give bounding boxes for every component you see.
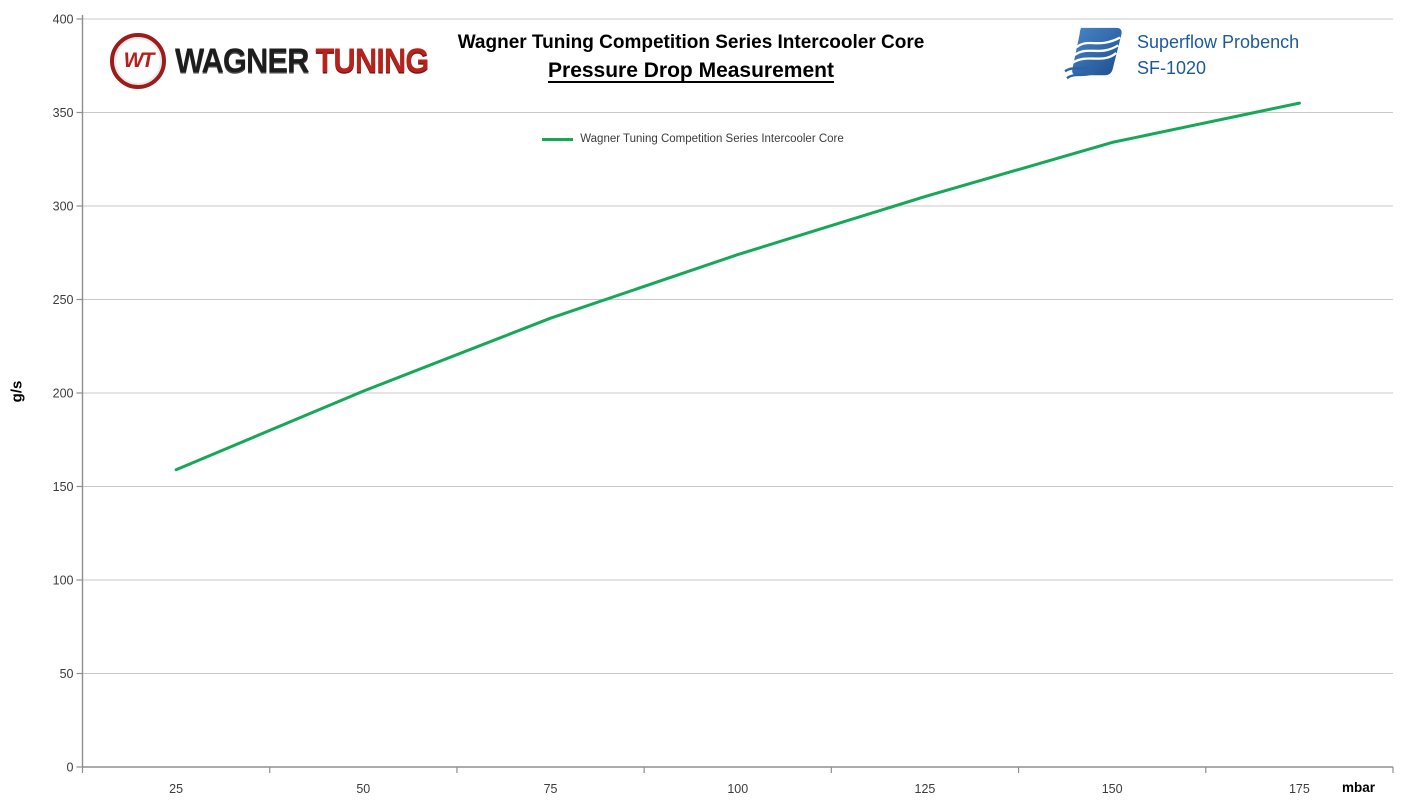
series-line — [174, 101, 1301, 472]
superflow-logo-icon — [1064, 27, 1122, 80]
x-tick-label: 75 — [544, 782, 558, 796]
chart-subtitle: Pressure Drop Measurement — [548, 59, 834, 82]
wagner-wordmark: WAGNER TUNING — [175, 40, 430, 81]
x-tick-label: 125 — [915, 782, 936, 796]
wagner-wordmark-secondary: TUNING — [315, 40, 430, 81]
y-tick-label: 400 — [53, 13, 74, 27]
y-tick-label: 250 — [53, 293, 74, 307]
legend-series-label: Wagner Tuning Competition Series Interco… — [580, 133, 844, 145]
y-tick-label: 300 — [53, 200, 74, 214]
wagner-tuning-logo: WT WAGNER TUNING — [110, 32, 430, 90]
x-axis-unit-label: mbar — [1342, 780, 1376, 795]
x-tick-label: 50 — [356, 782, 370, 796]
y-tick-label: 50 — [60, 667, 74, 681]
superflow-text: Superflow Probench SF-1020 — [1137, 29, 1299, 81]
x-tick-label: 100 — [727, 782, 748, 796]
y-tick-label: 350 — [53, 106, 74, 120]
title-block: Wagner Tuning Competition Series Interco… — [0, 30, 1382, 86]
wagner-wordmark-primary: WAGNER — [175, 40, 309, 81]
y-tick-label: 200 — [53, 387, 74, 401]
y-tick-label: 150 — [53, 480, 74, 494]
superflow-name: Superflow Probench — [1137, 32, 1300, 52]
x-tick-label: 150 — [1102, 782, 1123, 796]
chart-title: Wagner Tuning Competition Series Interco… — [457, 32, 925, 53]
y-axis-unit-label: g/s — [8, 380, 26, 403]
x-tick-label: 25 — [169, 782, 183, 796]
chart-legend: Wagner Tuning Competition Series Interco… — [0, 133, 1386, 145]
superflow-block: Superflow Probench SF-1020 — [1063, 26, 1299, 82]
y-tick-label: 100 — [53, 574, 74, 588]
legend-line-swatch — [542, 137, 574, 141]
x-tick-label: 175 — [1289, 782, 1310, 796]
y-tick-label: 0 — [67, 761, 74, 775]
wagner-emblem-icon: WT — [110, 33, 166, 89]
superflow-model: SF-1020 — [1137, 58, 1207, 78]
